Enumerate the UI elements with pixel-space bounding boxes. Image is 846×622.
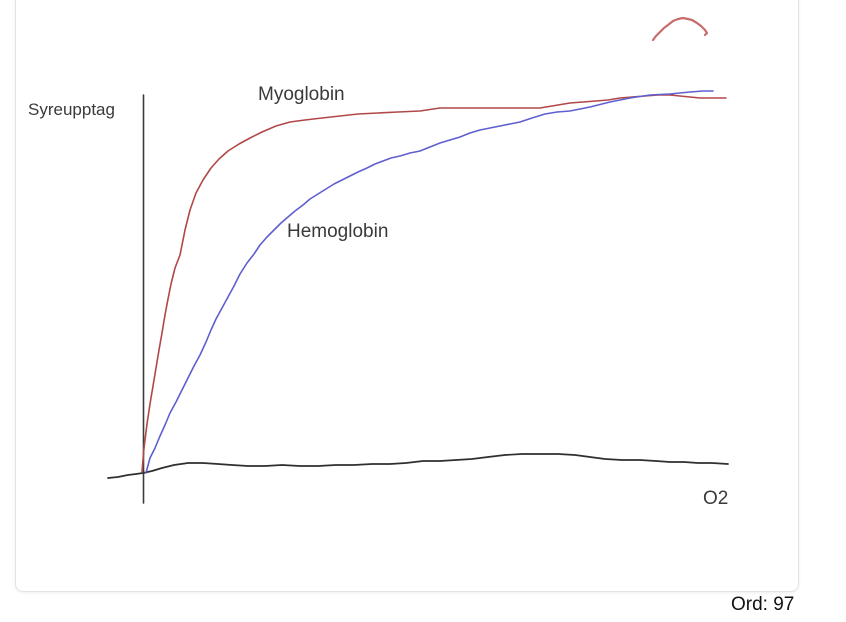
y-axis-label: Syreupptag [28, 100, 115, 119]
myoglobin-curve-label: Myoglobin [258, 84, 345, 105]
word-count-badge[interactable]: Ord: 97 [731, 594, 795, 615]
x-axis-label: O2 [703, 488, 729, 509]
hemoglobin-curve-label: Hemoglobin [287, 221, 389, 242]
drawing-canvas-panel[interactable] [15, 0, 799, 592]
